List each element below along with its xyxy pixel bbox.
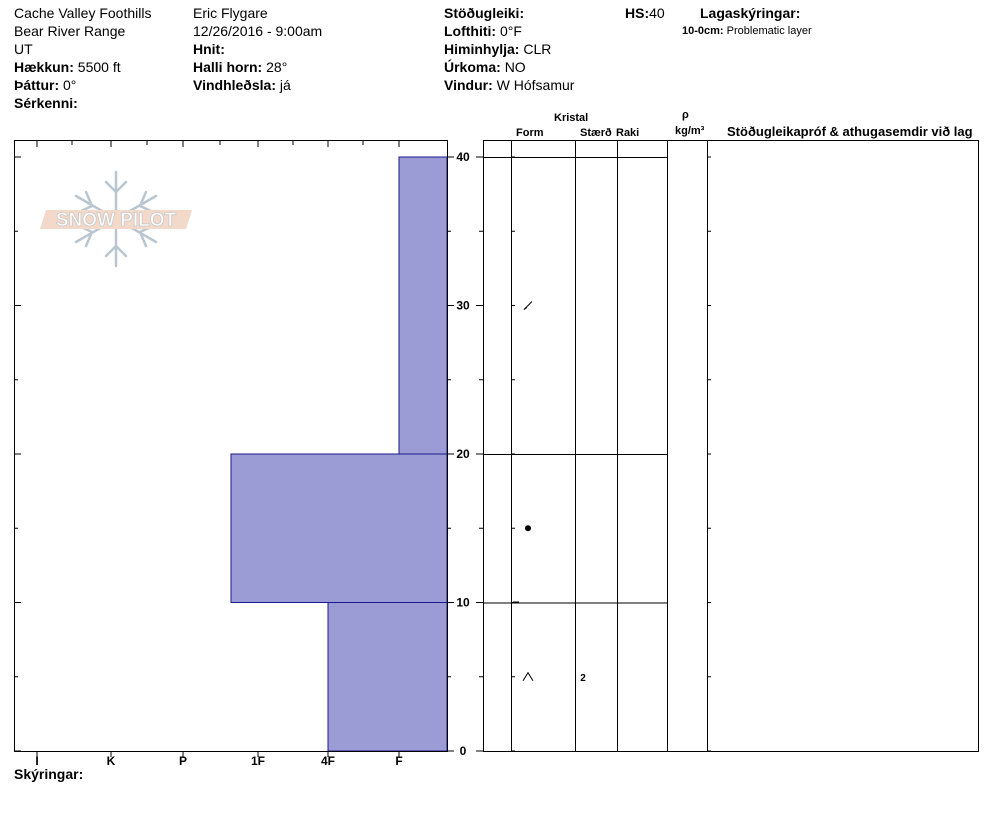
wind-loading-value: já	[279, 77, 291, 93]
form-header: Form	[516, 127, 544, 139]
sky-row: Himinhylja: CLR	[444, 40, 551, 58]
layer-table-columns	[511, 140, 708, 751]
density-unit-header: kg/m³	[675, 125, 705, 137]
hardness-label: 1F	[251, 754, 265, 768]
aspect-value: 0°	[63, 77, 77, 93]
datetime: 12/26/2016 - 9:00am	[193, 23, 323, 39]
slope-value: 28°	[266, 59, 288, 75]
air-temp-label: Lofthiti:	[444, 23, 497, 39]
slope-label: Halli horn:	[193, 59, 263, 75]
height-label: 0	[460, 744, 467, 758]
grain-rounded-icon	[525, 525, 531, 532]
coords-label: Hnit:	[193, 41, 225, 57]
layer-note-depth: 10-0cm:	[682, 25, 724, 37]
observer: Eric Flygare	[193, 5, 268, 21]
layer-bar-3	[327, 602, 448, 752]
aspect-label: Þáttur:	[14, 77, 60, 93]
hardness-label: 4F	[321, 754, 335, 768]
logo-text: SNOW PILOT	[56, 210, 177, 231]
wind-label: Vindur:	[444, 77, 493, 93]
precip-value: NO	[504, 59, 526, 75]
layer-bar-1	[398, 156, 448, 455]
crystal-header: Kristal	[554, 112, 589, 124]
elevation-row: Hækkun: 5500 ft	[14, 58, 121, 76]
wind-loading-row: Vindhleðsla: já	[193, 76, 291, 94]
footer-notes-label: Skýringar:	[14, 766, 84, 782]
layer-note-text: Problematic layer	[726, 25, 812, 37]
wind-value: W Hófsamur	[496, 77, 575, 93]
hardness-bars	[230, 156, 448, 752]
elevation-value: 5500 ft	[77, 59, 121, 75]
height-label: 20	[456, 447, 470, 461]
hardness-axis: I K P 1F 4F F	[35, 141, 403, 768]
size-header: Stærð	[580, 127, 612, 139]
air-temp-value: 0°F	[499, 23, 522, 39]
hardness-label: P	[179, 754, 187, 768]
hs-value: 40	[649, 5, 665, 21]
layer-note-row: 10-0cm: Problematic layer	[682, 22, 812, 40]
hardness-label: K	[107, 754, 116, 768]
precip-row: Úrkoma: NO	[444, 58, 526, 76]
elevation-label: Hækkun:	[14, 59, 74, 75]
range: Bear River Range	[14, 23, 126, 39]
snow-pilot-logo: SNOW PILOT	[40, 170, 192, 268]
location: Cache Valley Foothills	[14, 5, 152, 21]
wind-loading-label: Vindhleðsla:	[193, 77, 276, 93]
grain-size-label: 2	[580, 673, 586, 684]
hs-row: HS:40	[625, 4, 665, 22]
features-label: Sérkenni:	[14, 95, 78, 111]
hardness-label: F	[395, 754, 402, 768]
moisture-header: Raki	[616, 127, 640, 139]
hardness-plot-frame	[14, 140, 448, 752]
hs-label: HS:	[625, 5, 650, 21]
hardness-label: I	[35, 754, 38, 768]
grain-faceted-icon	[522, 671, 534, 682]
height-label: 10	[456, 596, 470, 610]
layer-table-frame	[483, 140, 979, 752]
sky-label: Himinhylja:	[444, 41, 520, 57]
air-temp-row: Lofthiti: 0°F	[444, 22, 522, 40]
state: UT	[14, 41, 33, 57]
height-label: 30	[456, 299, 470, 313]
height-label: 40	[456, 150, 470, 164]
layer-notes-label: Lagaskýringar:	[700, 5, 801, 21]
tests-header: Stöðugleikapróf & athugasemdir við lag	[727, 124, 973, 139]
stability-label: Stöðugleiki:	[444, 5, 525, 21]
aspect-row: Þáttur: 0°	[14, 76, 76, 94]
precip-label: Úrkoma:	[444, 59, 501, 75]
layer-bar-2	[230, 453, 448, 603]
wind-row: Vindur: W Hófsamur	[444, 76, 574, 94]
sky-value: CLR	[523, 41, 552, 57]
slope-row: Halli horn: 28°	[193, 58, 287, 76]
grain-decomposing-tail	[523, 307, 528, 310]
rho-header: ρ	[682, 109, 689, 121]
grain-forms: 2	[513, 301, 586, 684]
